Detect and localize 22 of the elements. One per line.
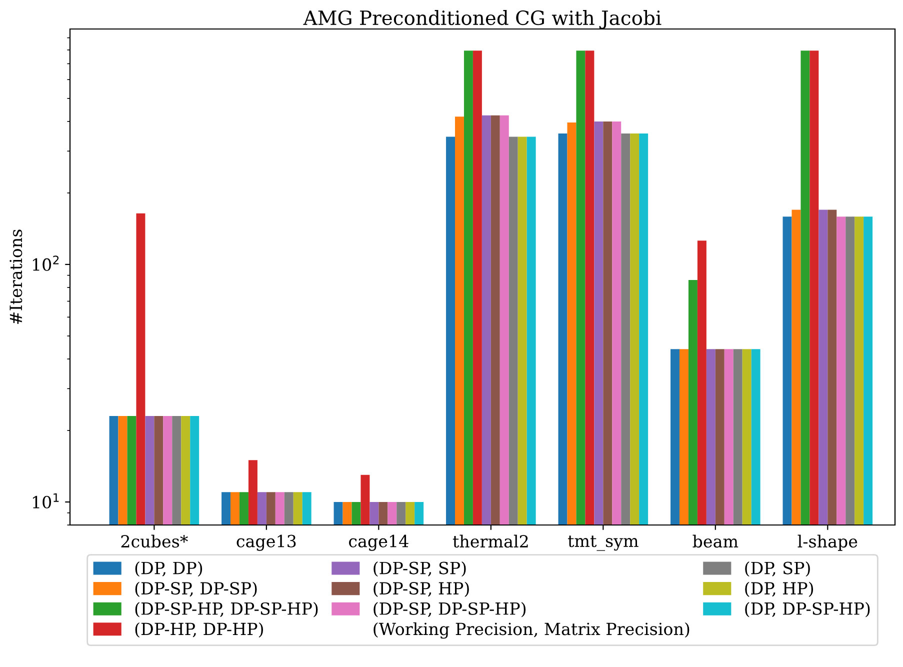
y-tick-label: 10$^{1}$ (32, 493, 59, 508)
legend-label: (DP-HP, DP-HP) (135, 622, 263, 638)
legend-label: (DP-SP, DP-SP) (135, 582, 257, 597)
legend-label: (DP-SP-HP, DP-SP-HP) (135, 602, 318, 618)
x-tick-label: l-shape (798, 534, 858, 551)
legend-label: (DP-SP, SP) (374, 561, 466, 577)
x-tick-label: tmt_sym (568, 536, 638, 551)
legend-label: (DP, DP) (135, 561, 202, 577)
y-axis-title: #Iterations (10, 230, 22, 324)
legend-label: (DP-SP, HP) (374, 582, 469, 597)
legend-title: (Working Precision, Matrix Precision) (374, 622, 690, 639)
legend-label: (DP-SP, DP-SP-HP) (374, 602, 526, 618)
y-tick-label: 10$^{2}$ (32, 256, 59, 271)
x-tick-label: thermal2 (452, 534, 528, 548)
x-tick-label: cage13 (236, 534, 296, 551)
legend-label: (DP, SP) (745, 561, 810, 577)
chart-title: AMG Preconditioned CG with Jacobi (303, 10, 662, 29)
x-tick-label: 2cubes* (121, 534, 188, 548)
legend-label: (DP, HP) (745, 582, 814, 597)
x-tick-label: cage14 (349, 534, 408, 551)
x-tick-label: beam (692, 534, 738, 548)
legend-label: (DP, DP-SP-HP) (745, 602, 870, 618)
